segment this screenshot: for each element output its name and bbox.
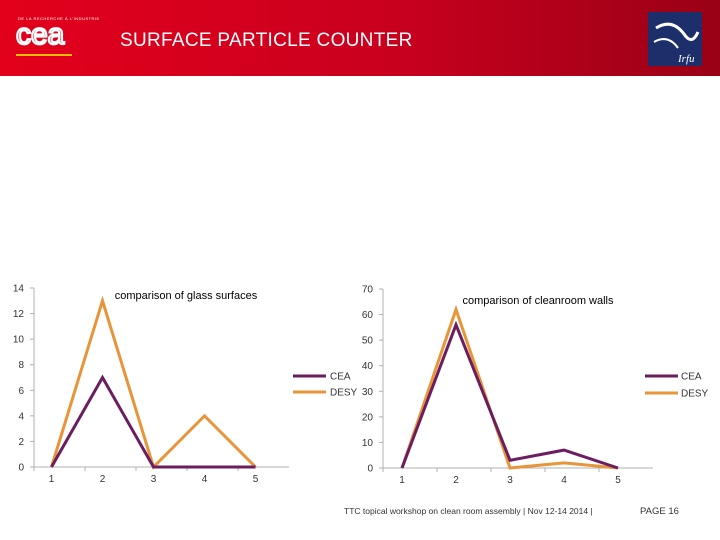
y-tick-label: 12 (13, 309, 25, 320)
legend-label-desy: DESY (681, 389, 709, 400)
series-line-desy (50, 295, 257, 470)
y-tick-label: 10 (362, 438, 374, 449)
y-tick-label: 0 (367, 464, 373, 475)
x-tick-label: 3 (507, 475, 513, 486)
y-tick-label: 60 (362, 310, 374, 321)
x-tick-label: 4 (202, 474, 208, 485)
y-tick-label: 40 (362, 361, 374, 372)
x-tick-label: 1 (399, 475, 405, 486)
logo-tagline: DE LA RECHERCHE À L'INDUSTRIE (18, 16, 100, 21)
chart-title: comparison of glass surfaces (115, 290, 258, 302)
y-tick-label: 10 (13, 335, 25, 346)
legend-label-desy: DESY (330, 388, 358, 399)
x-tick-label: 2 (453, 475, 459, 486)
x-tick-label: 2 (100, 474, 106, 485)
y-tick-label: 2 (18, 437, 24, 448)
x-tick-label: 5 (615, 475, 621, 486)
series-line-cea (400, 320, 619, 470)
legend-label-cea: CEA (330, 372, 351, 383)
y-tick-label: 50 (362, 336, 374, 347)
page-number: PAGE 16 (640, 506, 679, 517)
chart-cleanroom-walls: 0 10 20 30 40 50 60 70 1 2 3 4 5 comparison of cleanr… (362, 285, 709, 487)
legend-label-cea: CEA (681, 372, 702, 383)
y-tick-label: 20 (362, 412, 374, 423)
header-banner: DE LA RECHERCHE À L'INDUSTRIE cea SURFAC… (0, 0, 720, 76)
page-title: SURFACE PARTICLE COUNTER (120, 30, 413, 51)
x-tick-label: 5 (253, 474, 259, 485)
y-tick-label: 4 (18, 411, 24, 422)
x-tick-label: 4 (561, 475, 567, 486)
y-tick-label: 30 (362, 387, 374, 398)
y-tick-label: 0 (18, 463, 24, 474)
footer-text: TTC topical workshop on clean room assem… (344, 506, 593, 516)
y-tick-label: 8 (18, 360, 24, 371)
y-tick-label: 6 (18, 386, 24, 397)
series-line-cea (50, 374, 256, 469)
irfu-logo-icon: Irfu (648, 12, 702, 66)
logo-text: cea (16, 20, 65, 51)
x-tick-label: 1 (49, 474, 55, 485)
x-tick-label: 3 (151, 474, 157, 485)
y-tick-label: 70 (362, 285, 374, 296)
series-line-desy (400, 304, 619, 470)
cea-logo-icon: cea (15, 20, 72, 56)
chart-title: comparison of cleanroom walls (462, 295, 614, 307)
y-tick-label: 14 (13, 284, 25, 295)
partner-logo-text: Irfu (677, 53, 695, 65)
